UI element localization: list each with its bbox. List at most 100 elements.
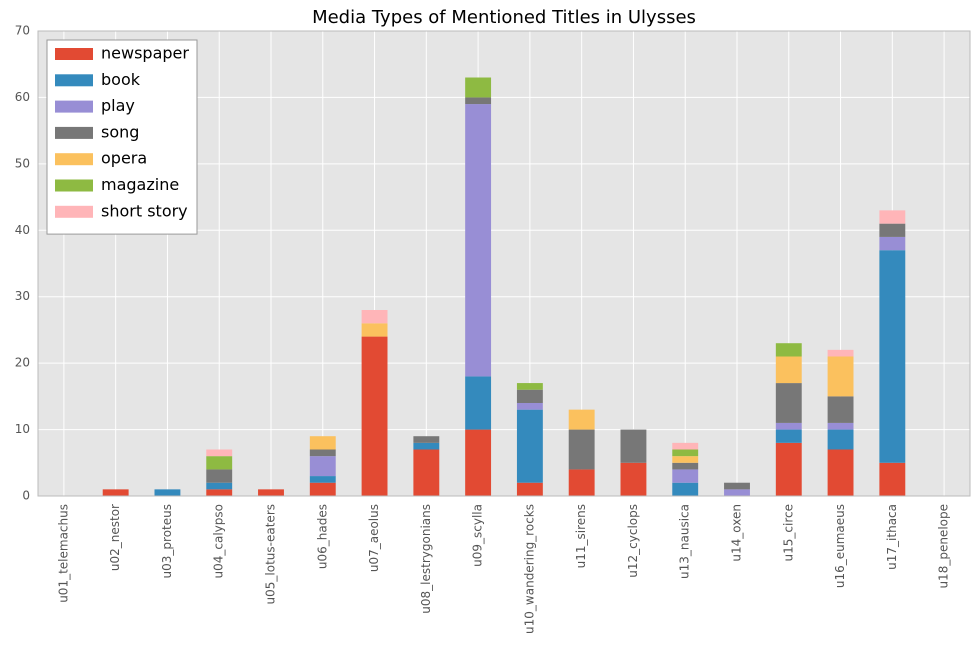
legend-swatch	[55, 100, 93, 113]
bar-segment	[620, 462, 647, 496]
bar-segment	[672, 482, 699, 496]
x-tick-label: u03_proteus	[160, 504, 174, 578]
bar-segment	[672, 462, 699, 470]
bar-segment	[827, 449, 854, 496]
bar-segment	[102, 489, 129, 496]
bar-segment	[465, 429, 492, 496]
bar-segment	[516, 409, 543, 483]
bar-segment	[309, 476, 336, 483]
x-tick-label: u14_oxen	[730, 504, 744, 562]
bar-segment	[516, 482, 543, 496]
legend-swatch	[55, 153, 93, 166]
bar-segment	[620, 429, 647, 463]
bar-segment	[775, 343, 802, 357]
bar-segment	[775, 429, 802, 443]
y-tick-label: 50	[15, 156, 30, 170]
bar-segment	[516, 389, 543, 403]
x-tick-label: u10_wandering_rocks	[522, 504, 536, 634]
bar-segment	[465, 77, 492, 98]
bar-segment	[775, 442, 802, 496]
legend-swatch	[55, 48, 93, 60]
legend-label: opera	[101, 149, 147, 168]
y-tick-label: 60	[15, 90, 30, 104]
bar-segment	[413, 436, 440, 443]
x-tick-label: u16_eumaeus	[833, 504, 847, 588]
bar-segment	[827, 349, 854, 357]
bar-segment	[465, 376, 492, 430]
y-tick-label: 10	[15, 422, 30, 436]
bar-segment	[309, 456, 336, 477]
bar-segment	[879, 210, 906, 224]
x-tick-label: u18_penelope	[937, 504, 951, 589]
bar-segment	[879, 236, 906, 251]
bar-segment	[827, 356, 854, 397]
bar-segment	[568, 409, 595, 430]
x-tick-label: u05_lotus-eaters	[264, 504, 278, 604]
x-tick-label: u02_nestor	[108, 504, 122, 571]
x-tick-label: u04_calypso	[212, 504, 226, 578]
chart-title: Media Types of Mentioned Titles in Ulyss…	[312, 7, 696, 28]
bar-segment	[309, 482, 336, 496]
bar-segment	[775, 356, 802, 384]
bar-segment	[206, 469, 233, 483]
bar-segment	[568, 469, 595, 496]
bar-segment	[724, 489, 750, 496]
bar-segment	[672, 469, 699, 483]
bar-segment	[206, 449, 233, 457]
bar-segment	[879, 462, 906, 496]
legend-swatch	[55, 205, 93, 218]
bar-segment	[516, 403, 543, 410]
legend-label: magazine	[101, 175, 179, 194]
y-tick-label: 40	[15, 223, 30, 237]
bar-segment	[879, 250, 906, 463]
y-tick-label: 70	[15, 24, 30, 38]
x-tick-label: u17_ithaca	[885, 504, 899, 570]
legend-label: song	[101, 122, 139, 141]
legend-swatch	[55, 179, 93, 192]
bar-segment	[672, 456, 699, 463]
x-tick-label: u07_aeolus	[367, 504, 381, 572]
bar-segment	[672, 449, 699, 457]
bar-segment	[827, 429, 854, 450]
x-tick-label: u06_hades	[315, 504, 329, 569]
bar-segment	[465, 97, 492, 105]
y-tick-label: 30	[15, 289, 30, 303]
bar-segment	[775, 383, 802, 423]
bar-segment	[361, 336, 388, 496]
bar-segment	[516, 383, 543, 390]
bar-segment	[413, 449, 440, 496]
bar-segment	[879, 223, 906, 237]
bar-segment	[361, 310, 388, 324]
x-tick-label: u11_sirens	[574, 504, 588, 568]
x-tick-label: u15_circe	[781, 504, 795, 561]
legend-swatch	[55, 74, 93, 87]
x-tick-label: u08_lestrygonians	[419, 504, 433, 614]
legend-swatch	[55, 126, 93, 139]
x-tick-label: u09_scylla	[471, 504, 485, 567]
bar-segment	[568, 429, 595, 470]
bar-segment	[309, 449, 336, 457]
bar-segment	[724, 482, 750, 490]
bar-segment	[206, 489, 233, 496]
bar-segment	[413, 442, 440, 450]
legend-label: short story	[101, 201, 188, 220]
legend-label: book	[101, 70, 141, 89]
legend-label: play	[101, 96, 135, 115]
bar-segment	[309, 436, 336, 450]
bar-segment	[827, 396, 854, 423]
bar-segment	[206, 456, 233, 470]
y-tick-label: 0	[22, 489, 30, 503]
x-tick-label: u13_nausica	[678, 504, 692, 579]
bar-segment	[361, 323, 388, 337]
x-tick-label: u12_cyclops	[626, 504, 640, 578]
bar-segment	[672, 442, 699, 450]
bar-segment	[775, 422, 802, 430]
y-tick-label: 20	[15, 356, 30, 370]
bar-segment	[258, 489, 284, 496]
x-tick-label: u01_telemachus	[56, 504, 70, 603]
bar-segment	[827, 422, 854, 430]
bar-segment	[206, 482, 233, 490]
bar-segment	[154, 489, 181, 496]
bar-segment	[465, 104, 492, 377]
